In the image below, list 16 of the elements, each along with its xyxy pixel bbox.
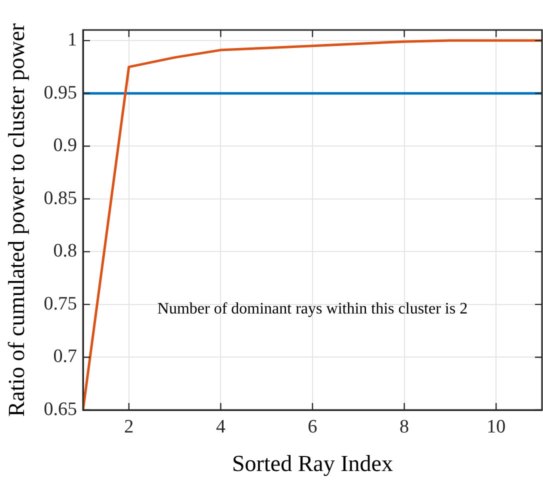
x-tick-label: 8 [400, 416, 410, 438]
y-tick-label: 0.8 [53, 240, 77, 262]
y-tick-label: 0.85 [44, 188, 77, 209]
y-axis-title: Ratio of cumulated power to cluster power [4, 22, 29, 417]
x-axis-title: Sorted Ray Index [232, 451, 394, 476]
annotation: Number of dominant rays within this cluster is 2 [157, 300, 468, 318]
y-tick-label: 1 [68, 30, 77, 51]
y-tick-label: 0.75 [44, 293, 77, 314]
x-tick-label: 10 [486, 416, 506, 438]
y-tick-label: 0.65 [44, 398, 77, 420]
y-tick-label: 0.95 [44, 82, 77, 104]
y-tick-label: 0.9 [53, 135, 77, 156]
x-tick-label: 4 [216, 416, 226, 438]
x-tick-label: 2 [124, 416, 134, 438]
x-tick-label: 6 [308, 416, 318, 438]
y-tick-label: 0.7 [53, 346, 77, 368]
